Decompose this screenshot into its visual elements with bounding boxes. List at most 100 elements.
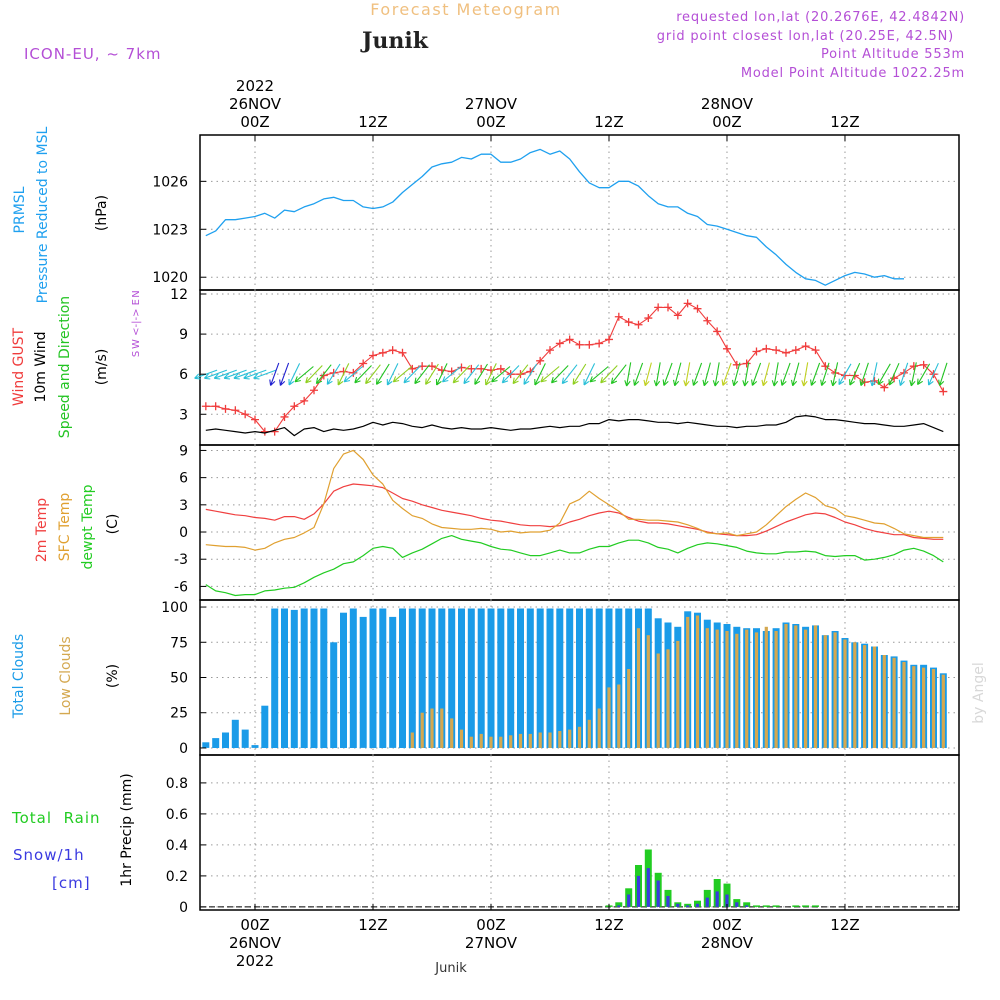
gust-marker <box>359 359 368 368</box>
total-cloud-bar <box>231 719 239 748</box>
gust-marker <box>241 410 250 419</box>
x-tick-label-top: 28NOV <box>701 95 754 113</box>
wind-direction-arrow <box>801 362 809 387</box>
wind-direction-arrow <box>365 364 381 385</box>
gust-marker <box>919 360 928 369</box>
snow-bar <box>686 905 690 907</box>
wind-direction-arrow <box>485 363 497 386</box>
x-tick-label-top: 2022 <box>236 77 274 95</box>
gust-marker <box>477 364 486 373</box>
gust-marker <box>624 318 633 327</box>
gust-marker <box>614 312 623 321</box>
x-tick-label-top: 27NOV <box>465 95 518 113</box>
total-cloud-bar <box>566 608 574 748</box>
total-cloud-bar <box>448 608 456 748</box>
snow-bar <box>666 896 670 907</box>
total-cloud-bar <box>507 608 515 748</box>
gust-marker <box>575 340 584 349</box>
total-cloud-bar <box>320 608 328 748</box>
y-tick-label: 0.8 <box>166 776 188 792</box>
total-cloud-bar <box>595 608 603 748</box>
data-layer <box>194 148 959 908</box>
wind-direction-arrow <box>305 365 323 384</box>
rain-bar <box>762 905 770 907</box>
total-cloud-bar <box>546 608 554 748</box>
gust-marker <box>713 327 722 336</box>
total-cloud-bar <box>281 608 288 748</box>
total-cloud-bar <box>222 732 229 748</box>
footer-location: Junik <box>434 961 467 976</box>
sfc-temp-line <box>205 449 944 551</box>
total-cloud-bar <box>310 608 318 748</box>
x-tick-label-top: 12Z <box>358 113 387 131</box>
wind-direction-arrow <box>279 362 290 386</box>
low-cloud-bar <box>892 657 896 748</box>
gust-marker <box>939 387 948 396</box>
x-tick-label-bottom: 00Z <box>476 916 505 934</box>
wind-direction-arrow <box>731 362 741 387</box>
low-cloud-bar <box>538 732 542 748</box>
low-cloud-bar <box>597 708 601 748</box>
wind-direction-arrow <box>452 365 471 384</box>
total-cloud-bar <box>261 705 269 748</box>
snow-unit-label: [cm] <box>52 874 91 892</box>
low-cloud-bar <box>853 642 857 748</box>
low-cloud-bar <box>558 731 562 748</box>
gust-marker <box>811 346 820 355</box>
total-cloud-bar <box>290 609 298 748</box>
y-tick-label: 75 <box>170 635 188 651</box>
pressure-line <box>205 148 904 286</box>
y-tick-label: 0.2 <box>166 869 188 885</box>
gust-marker <box>300 396 309 405</box>
low-cloud-bar <box>577 726 582 748</box>
wind-direction-arrow <box>643 362 652 387</box>
wind-direction-arrow <box>589 366 609 383</box>
gust-marker <box>496 364 505 373</box>
wind-direction-arrow <box>761 362 770 387</box>
low-cloud-bar <box>843 639 847 748</box>
snow-bar <box>695 903 700 907</box>
wind-direction-arrow <box>572 363 587 385</box>
gust-line <box>205 302 944 433</box>
low-cloud-bar <box>735 633 739 748</box>
wind-direction-arrow <box>213 369 237 380</box>
total-cloud-bar <box>605 608 613 748</box>
wind-direction-arrow <box>790 362 800 387</box>
wind-direction-arrow <box>233 369 257 380</box>
sfc-temp-label: SFC Temp <box>57 493 73 562</box>
wind-direction-arrow <box>909 362 917 387</box>
direction-label: Speed and Direction <box>57 296 73 438</box>
low-cloud-bar <box>459 729 464 748</box>
gust-marker <box>260 427 269 436</box>
low-cloud-bar <box>636 628 641 748</box>
x-tick-label-top: 26NOV <box>229 95 282 113</box>
low-cloud-bar <box>686 616 690 748</box>
low-cloud-bar <box>509 735 513 748</box>
wind-direction-arrow <box>534 363 546 386</box>
gust-marker <box>349 368 358 377</box>
total-cloud-bar <box>241 729 249 748</box>
low-cloud-bar <box>695 615 700 748</box>
wind-speed-line <box>205 415 944 437</box>
dewpt-line <box>205 534 944 597</box>
gust-marker <box>644 314 653 323</box>
total-cloud-bar <box>477 608 485 748</box>
x-tick-label-bottom: 12Z <box>358 916 387 934</box>
wind-direction-arrow <box>610 364 627 385</box>
total-cloud-bar <box>330 642 338 748</box>
gust-marker <box>329 368 338 377</box>
low-cloud-bar <box>725 631 729 748</box>
x-tick-label-top: 12Z <box>594 113 623 131</box>
gust-marker <box>890 374 899 383</box>
wind-direction-arrow <box>721 362 732 386</box>
rain-bar <box>743 902 751 907</box>
low-cloud-bar <box>754 632 759 748</box>
low-cloud-bar <box>607 687 611 748</box>
x-tick-label-top: 12Z <box>830 113 859 131</box>
total-cloud-bar <box>418 608 426 748</box>
rain-bar <box>615 902 623 907</box>
wind-direction-arrow <box>343 366 363 383</box>
x-tick-label-bottom: 2022 <box>236 952 274 970</box>
wind-direction-arrow <box>751 362 762 386</box>
gust-marker <box>309 386 318 395</box>
